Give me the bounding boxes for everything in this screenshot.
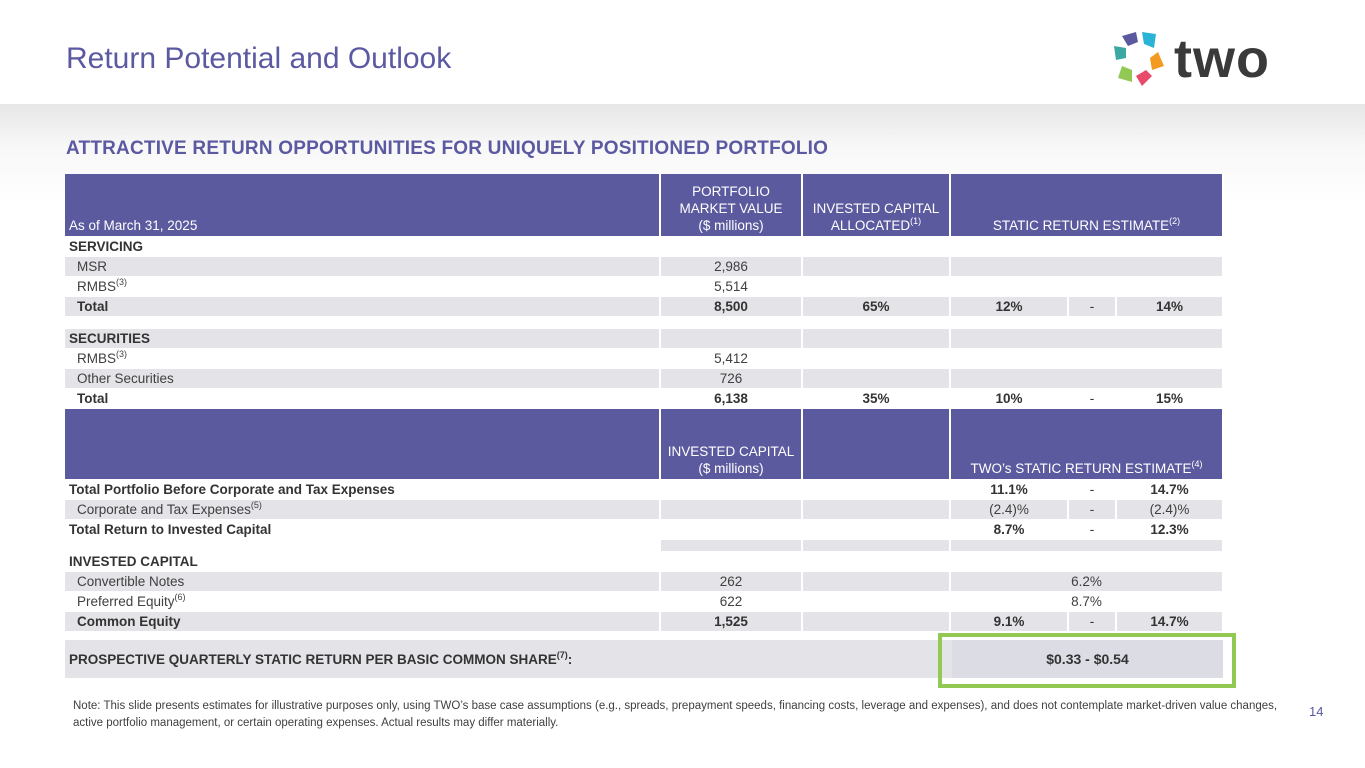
col-mv-line3: ($ millions) — [698, 218, 764, 233]
before-low: 11.1% — [950, 479, 1069, 500]
before-expenses-label: Total Portfolio Before Corporate and Tax… — [65, 479, 661, 500]
table-row: RMBS(3) 5,514 — [65, 276, 1225, 297]
footnote-ref: (4) — [1191, 459, 1203, 469]
servicing-total-label: Total — [65, 296, 661, 317]
other-securities-label: Other Securities — [65, 368, 661, 389]
common-equity-value: 1,525 — [660, 611, 803, 632]
prospective-value: $0.33 - $0.54 — [952, 640, 1223, 678]
securities-rmbs-label: RMBS(3) — [65, 348, 661, 369]
servicing-total-value: 8,500 — [660, 296, 803, 317]
table-row: Total Return to Invested Capital 8.7% - … — [65, 519, 1225, 540]
col-ic-line1: INVESTED CAPITAL — [667, 444, 795, 459]
servicing-high: 14% — [1116, 296, 1225, 317]
col-inv-line2: ALLOCATED — [830, 218, 911, 233]
corporate-expenses-label: Corporate and Tax Expenses(5) — [65, 499, 661, 520]
preferred-value: 622 — [660, 591, 803, 612]
common-low: 9.1% — [950, 611, 1069, 632]
table-header-row: INVESTED CAPITAL ($ millions) TWO’s STAT… — [65, 408, 1225, 480]
company-logo: two — [1112, 26, 1294, 92]
table-row: Convertible Notes 262 6.2% — [65, 571, 1225, 592]
table-row: SERVICING — [65, 236, 1225, 257]
table-row: Common Equity 1,525 9.1% - 14.7% — [65, 611, 1225, 632]
securities-rmbs-value: 5,412 — [660, 348, 803, 369]
col-mv-line1: PORTFOLIO — [692, 184, 770, 199]
table-row: INVESTED CAPITAL — [65, 551, 1225, 572]
msr-value: 2,986 — [660, 256, 803, 277]
col-inv-line1: INVESTED CAPITAL — [812, 201, 940, 216]
range-dash: - — [1068, 479, 1117, 500]
highlight-box — [938, 633, 1236, 688]
footnote-ref: (1) — [910, 216, 922, 226]
convertible-rate: 6.2% — [950, 571, 1225, 592]
other-securities-value: 726 — [660, 368, 803, 389]
col-market-value-header: PORTFOLIO MARKET VALUE ($ millions) — [660, 174, 803, 237]
table-row: MSR 2,986 — [65, 256, 1225, 277]
footnote-text: Note: This slide presents estimates for … — [73, 700, 1278, 729]
table-row: Preferred Equity(6) 622 8.7% — [65, 591, 1225, 612]
total-return-high: 12.3% — [1116, 519, 1225, 540]
convertible-value: 262 — [660, 571, 803, 592]
msr-label: MSR — [65, 256, 661, 277]
col-static-label: STATIC RETURN ESTIMATE — [992, 218, 1170, 233]
securities-low: 10% — [950, 388, 1069, 409]
col-mv-line2: MARKET VALUE — [679, 201, 783, 216]
total-return-label: Total Return to Invested Capital — [65, 519, 661, 540]
servicing-allocated: 65% — [802, 296, 951, 317]
securities-total-label: Total — [65, 388, 661, 409]
footnote-ref: (2) — [1169, 216, 1181, 226]
range-dash: - — [1068, 611, 1117, 632]
common-equity-label: Common Equity — [65, 611, 661, 632]
return-table: As of March 31, 2025 PORTFOLIO MARKET VA… — [65, 174, 1225, 632]
common-high: 14.7% — [1116, 611, 1225, 632]
securities-high: 15% — [1116, 388, 1225, 409]
col-invested-header: INVESTED CAPITAL ALLOCATED(1) — [802, 174, 951, 237]
section-subtitle: ATTRACTIVE RETURN OPPORTUNITIES FOR UNIQ… — [66, 138, 829, 159]
logo-star-icon — [1114, 32, 1164, 86]
page-title: Return Potential and Outlook — [66, 42, 452, 75]
col-two-static-header: TWO’s STATIC RETURN ESTIMATE(4) — [950, 408, 1225, 480]
preferred-label: Preferred Equity(6) — [65, 591, 661, 612]
col-two-static-label: TWO’s STATIC RETURN ESTIMATE — [970, 461, 1192, 476]
corporate-high: (2.4)% — [1116, 499, 1225, 520]
page-number: 14 — [1309, 704, 1324, 719]
col-ic-line2: ($ millions) — [698, 461, 764, 476]
table-row: Other Securities 726 — [65, 368, 1225, 389]
range-dash: - — [1068, 296, 1117, 317]
servicing-rmbs-value: 5,514 — [660, 276, 803, 297]
corporate-low: (2.4)% — [950, 499, 1069, 520]
table-row: Total 8,500 65% 12% - 14% — [65, 296, 1225, 317]
servicing-rmbs-label: RMBS(3) — [65, 276, 661, 297]
range-dash: - — [1068, 499, 1117, 520]
servicing-low: 12% — [950, 296, 1069, 317]
before-high: 14.7% — [1116, 479, 1225, 500]
securities-total-value: 6,138 — [660, 388, 803, 409]
servicing-label: SERVICING — [65, 236, 661, 257]
prospective-label: PROSPECTIVE QUARTERLY STATIC RETURN PER … — [69, 650, 573, 668]
securities-allocated: 35% — [802, 388, 951, 409]
table-row: Total Portfolio Before Corporate and Tax… — [65, 479, 1225, 500]
table-row: Corporate and Tax Expenses(5) (2.4)% - (… — [65, 499, 1225, 520]
col-static-header: STATIC RETURN ESTIMATE(2) — [950, 174, 1225, 237]
table-row: Total 6,138 35% 10% - 15% — [65, 388, 1225, 409]
table-row: SECURITIES — [65, 328, 1225, 349]
as-of-date: As of March 31, 2025 — [65, 174, 661, 237]
securities-label: SECURITIES — [65, 328, 661, 349]
range-dash: - — [1068, 519, 1117, 540]
convertible-label: Convertible Notes — [65, 571, 661, 592]
col-invested-capital-header: INVESTED CAPITAL ($ millions) — [660, 408, 803, 480]
invested-capital-label: INVESTED CAPITAL — [65, 551, 661, 572]
logo-wordmark: two — [1174, 29, 1270, 89]
table-row: RMBS(3) 5,412 — [65, 348, 1225, 369]
table-header-row: As of March 31, 2025 PORTFOLIO MARKET VA… — [65, 174, 1225, 237]
range-dash: - — [1068, 388, 1117, 409]
preferred-rate: 8.7% — [950, 591, 1225, 612]
total-return-low: 8.7% — [950, 519, 1069, 540]
